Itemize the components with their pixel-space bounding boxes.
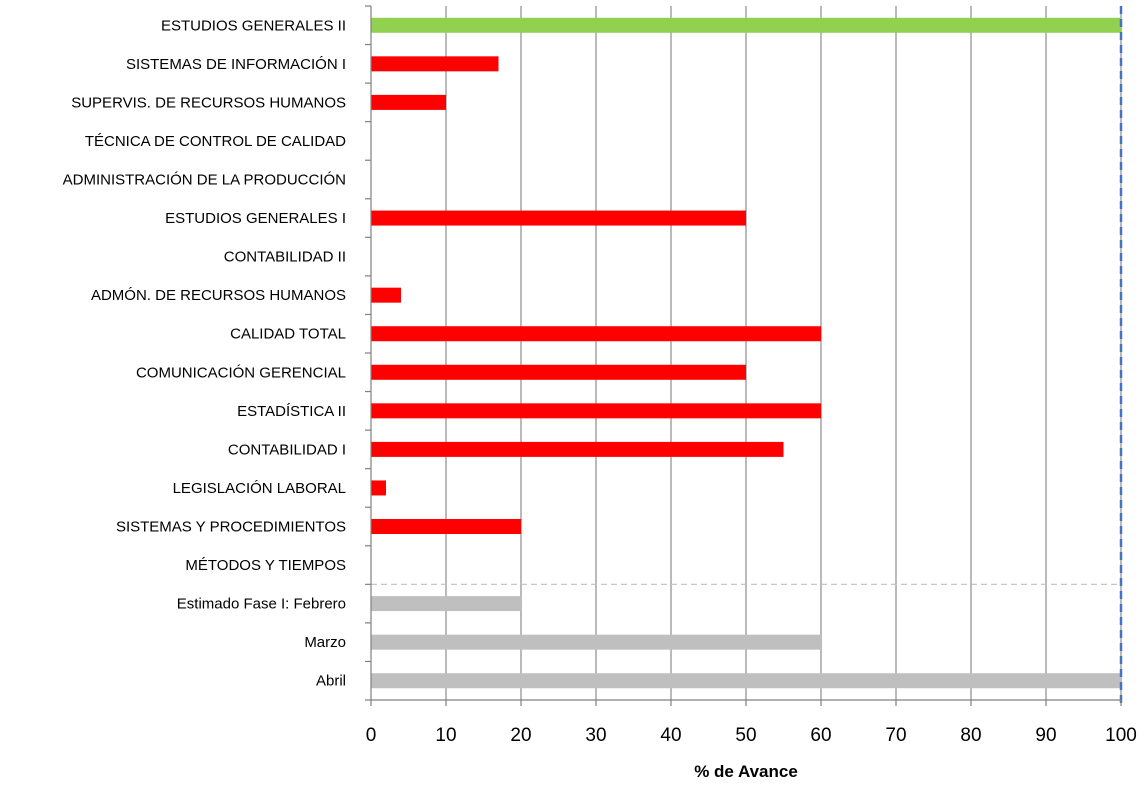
category-label: COMUNICACIÓN GERENCIAL [136,364,346,381]
bar [371,519,521,534]
category-label: CALIDAD TOTAL [230,326,346,343]
category-label: ADMÓN. DE RECURSOS HUMANOS [91,287,346,304]
category-label: ESTADÍSTICA II [237,403,346,420]
category-label: SISTEMAS Y PROCEDIMIENTOS [116,519,346,536]
x-tick-label: 20 [510,725,531,746]
category-label: Abril [316,673,346,690]
category-label: SISTEMAS DE INFORMACIÓN I [126,56,346,73]
x-tick-label: 0 [366,725,377,746]
x-tick-label: 70 [885,725,906,746]
bar [371,17,1121,33]
x-tick-labels: 0 10 20 30 40 50 60 70 80 90 100 [366,725,1137,746]
category-label: Marzo [304,634,346,651]
category-labels: ESTUDIOS GENERALES II SISTEMAS DE INFORMA… [63,17,347,689]
bar [371,56,499,72]
x-tick-label: 90 [1035,725,1056,746]
x-tick-label: 10 [435,725,456,746]
category-label: MÉTODOS Y TIEMPOS [185,557,346,574]
bar [371,364,746,380]
bar [371,287,401,303]
bar [371,634,821,650]
x-tick-label: 60 [810,725,831,746]
x-tick-label: 50 [735,725,756,746]
category-label: ESTUDIOS GENERALES II [161,17,346,34]
category-label: CONTABILIDAD I [228,441,346,458]
bars [371,17,1121,689]
bar [371,441,784,457]
category-label: ADMINISTRACIÓN DE LA PRODUCCIÓN [63,172,346,189]
axes [365,5,1123,706]
category-label: CONTABILIDAD II [224,249,346,266]
category-label: ESTUDIOS GENERALES I [165,210,346,227]
x-tick-label: 30 [585,725,606,746]
x-tick-label: 80 [960,725,981,746]
x-tick-label: 40 [660,725,681,746]
bar [371,94,446,110]
bar [371,403,821,419]
gridlines [371,6,1122,700]
bar [371,673,1121,689]
bar [371,210,746,226]
category-label: SUPERVIS. DE RECURSOS HUMANOS [71,94,346,111]
x-axis-title: % de Avance [694,762,798,781]
bar [371,326,821,342]
category-label: TÉCNICA DE CONTROL DE CALIDAD [85,133,346,150]
bar [371,480,386,496]
bar [371,596,521,612]
category-label: Estimado Fase I: Febrero [177,596,346,613]
category-label: LEGISLACIÓN LABORAL [173,480,346,497]
x-tick-label: 100 [1105,725,1137,746]
